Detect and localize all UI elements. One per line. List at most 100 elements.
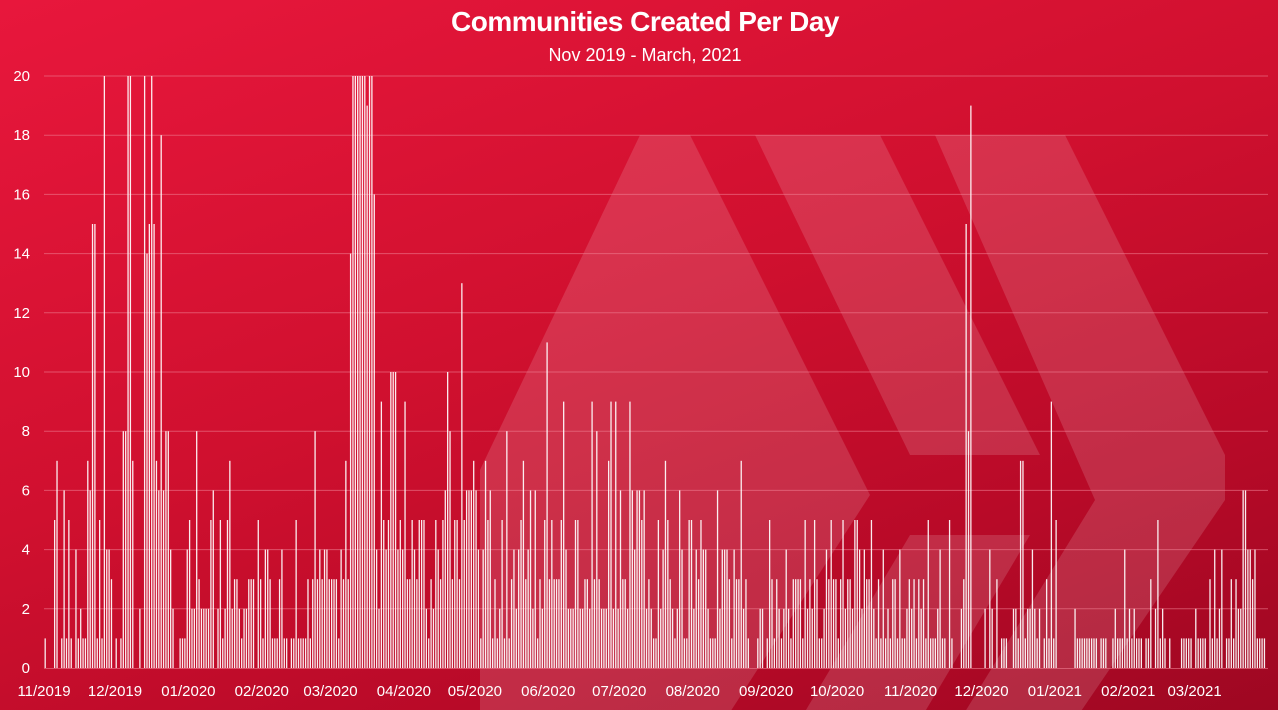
bar: [413, 549, 416, 668]
bar: [657, 520, 660, 668]
bar: [231, 608, 233, 668]
bar: [1088, 638, 1090, 668]
bar: [934, 638, 937, 668]
bar: [373, 194, 375, 668]
bar: [205, 608, 207, 668]
bar: [1017, 638, 1019, 668]
bar: [115, 638, 117, 668]
y-tick-label: 20: [13, 68, 30, 85]
bar: [593, 579, 596, 668]
bar: [605, 608, 607, 668]
bar: [821, 638, 823, 668]
bar: [378, 608, 380, 668]
bar: [65, 638, 68, 668]
bar: [418, 520, 420, 668]
bar: [792, 579, 794, 668]
bar: [757, 638, 759, 668]
bar: [873, 608, 875, 668]
bar: [319, 549, 321, 668]
bar: [804, 520, 806, 668]
bar: [91, 224, 94, 668]
bar: [669, 579, 671, 668]
bar: [420, 520, 423, 668]
bar: [387, 520, 390, 668]
bar: [1161, 608, 1164, 668]
bar: [1150, 579, 1152, 668]
bar: [143, 76, 146, 668]
bar: [1124, 549, 1126, 668]
bar: [674, 638, 676, 668]
bar: [513, 549, 515, 668]
bar: [944, 638, 946, 668]
bar: [534, 490, 536, 668]
bar: [1043, 638, 1045, 668]
bar: [854, 520, 856, 668]
bar: [541, 608, 544, 668]
bar: [475, 490, 477, 668]
bar: [520, 520, 522, 668]
bar: [847, 579, 849, 668]
bar: [851, 608, 854, 668]
bar: [129, 76, 132, 668]
bar: [1050, 401, 1053, 668]
bar: [866, 579, 868, 668]
bar: [188, 520, 191, 668]
x-tick-label: 08/2020: [666, 683, 720, 700]
x-tick-label: 06/2020: [521, 683, 575, 700]
bar: [454, 520, 456, 668]
bar: [1076, 638, 1079, 668]
bar: [650, 608, 652, 668]
bar: [707, 608, 709, 668]
x-tick-label: 02/2020: [235, 683, 289, 700]
bar: [153, 224, 155, 668]
bar: [539, 579, 541, 668]
bar: [473, 460, 475, 668]
x-tick-label: 10/2020: [810, 683, 864, 700]
bar: [307, 579, 309, 668]
bar: [868, 579, 870, 668]
bar: [1105, 638, 1107, 668]
bar: [451, 579, 454, 668]
bar: [219, 520, 222, 668]
bar: [799, 579, 802, 668]
bar: [1159, 638, 1161, 668]
bar: [738, 579, 740, 668]
bar: [560, 520, 562, 668]
bar: [1185, 638, 1187, 668]
bar: [1095, 638, 1097, 668]
bar: [357, 76, 359, 668]
chart-subtitle: Nov 2019 - March, 2021: [548, 45, 742, 65]
bar: [110, 579, 113, 668]
bar: [276, 638, 278, 668]
bar: [837, 638, 839, 668]
bar: [823, 608, 825, 668]
bar: [1045, 579, 1048, 668]
bar: [721, 549, 723, 668]
bar: [345, 460, 347, 668]
bar: [638, 490, 641, 668]
bar: [165, 431, 167, 668]
bar: [361, 76, 364, 668]
bar: [570, 608, 572, 668]
y-axis: 0 2 4 6 8 10 12 14 16 18 20: [13, 68, 30, 677]
bar: [740, 460, 742, 668]
bar: [506, 431, 508, 668]
bar: [1195, 608, 1197, 668]
bar: [262, 638, 264, 668]
bar: [536, 638, 539, 668]
bar: [731, 638, 733, 668]
bar: [709, 638, 712, 668]
bar: [806, 608, 809, 668]
y-tick-label: 14: [13, 246, 30, 263]
bar: [1133, 608, 1135, 668]
bar: [1012, 608, 1015, 668]
bar: [1121, 638, 1124, 668]
bar: [1216, 638, 1218, 668]
bar: [719, 608, 721, 668]
bar: [390, 372, 392, 668]
bar: [127, 76, 129, 668]
bar: [584, 579, 586, 668]
bar: [849, 579, 851, 668]
bar: [411, 520, 413, 668]
